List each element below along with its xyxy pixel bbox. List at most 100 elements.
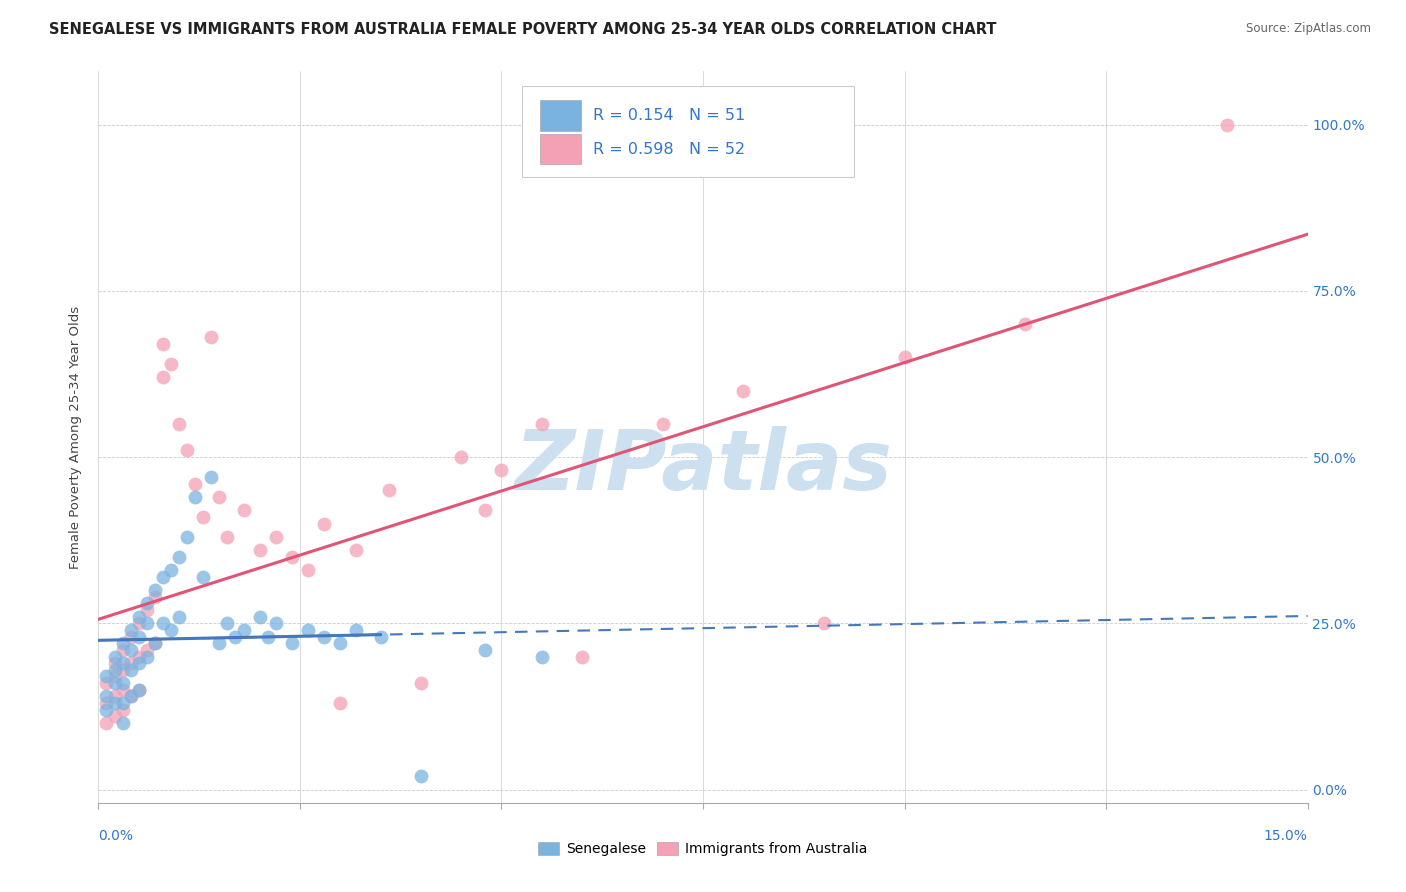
Point (103, 690, 125, 704)
Point (103, 676, 125, 690)
Point (143, 590, 166, 604)
Point (96, 690, 118, 704)
Point (96, 703, 118, 717)
Point (217, 530, 239, 544)
Point (160, 357, 183, 371)
Point (409, 676, 432, 690)
Point (128, 609, 150, 624)
Point (120, 643, 142, 657)
FancyBboxPatch shape (540, 134, 581, 164)
Point (193, 570, 215, 584)
Point (184, 476, 207, 491)
Point (200, 330, 222, 344)
Point (571, 649, 593, 664)
Point (111, 636, 134, 650)
Point (152, 370, 174, 384)
Point (143, 582, 166, 597)
Point (103, 669, 125, 683)
Point (314, 516, 336, 531)
Y-axis label: Female Poverty Among 25-34 Year Olds: Female Poverty Among 25-34 Year Olds (69, 306, 83, 568)
Point (208, 490, 231, 504)
Point (111, 676, 134, 690)
Point (103, 656, 125, 670)
Point (96, 676, 118, 690)
Point (128, 682, 150, 697)
Point (193, 509, 215, 524)
Point (733, 384, 755, 398)
Point (224, 630, 246, 644)
Point (297, 623, 319, 637)
Text: SENEGALESE VS IMMIGRANTS FROM AUSTRALIA FEMALE POVERTY AMONG 25-34 YEAR OLDS COR: SENEGALESE VS IMMIGRANTS FROM AUSTRALIA … (49, 22, 997, 37)
Point (120, 656, 142, 670)
Point (96, 696, 118, 710)
Point (128, 682, 150, 697)
FancyBboxPatch shape (540, 100, 581, 130)
Text: R = 0.154   N = 51: R = 0.154 N = 51 (593, 108, 745, 123)
Text: 0.0%: 0.0% (98, 830, 134, 844)
Point (120, 663, 142, 677)
Point (128, 630, 150, 644)
Point (128, 616, 150, 631)
Point (96, 716, 118, 731)
Point (329, 636, 352, 650)
Point (111, 682, 134, 697)
Point (135, 643, 157, 657)
Point (281, 636, 304, 650)
Point (200, 470, 222, 484)
Point (135, 603, 157, 617)
Point (264, 530, 287, 544)
Point (111, 696, 134, 710)
Point (167, 609, 190, 624)
Point (111, 703, 134, 717)
Point (1216, 118, 1239, 132)
Point (167, 417, 190, 431)
Point (208, 636, 231, 650)
Point (249, 543, 271, 558)
Point (314, 630, 336, 644)
Point (232, 623, 254, 637)
Point (370, 630, 392, 644)
Point (530, 649, 553, 664)
Point (409, 769, 432, 783)
Point (530, 417, 553, 431)
Point (474, 643, 496, 657)
Point (167, 549, 190, 564)
Point (128, 656, 150, 670)
Point (344, 543, 367, 558)
Point (111, 643, 134, 657)
Point (120, 623, 142, 637)
Point (176, 530, 198, 544)
Point (813, 616, 835, 631)
Point (152, 337, 174, 351)
Point (143, 636, 166, 650)
Point (329, 696, 352, 710)
Point (152, 570, 174, 584)
Text: ZIPatlas: ZIPatlas (515, 425, 891, 507)
Point (1014, 317, 1036, 331)
Text: R = 0.598   N = 52: R = 0.598 N = 52 (593, 142, 745, 157)
Point (297, 563, 319, 577)
Point (103, 709, 125, 723)
Point (450, 450, 472, 464)
Point (232, 503, 254, 517)
Point (377, 483, 399, 498)
Point (128, 649, 150, 664)
Point (96, 669, 118, 683)
Point (491, 463, 513, 477)
Point (120, 690, 142, 704)
Point (184, 490, 207, 504)
Point (160, 623, 183, 637)
FancyBboxPatch shape (522, 86, 855, 178)
Point (256, 630, 278, 644)
Legend: Senegalese, Immigrants from Australia: Senegalese, Immigrants from Australia (533, 836, 873, 862)
Point (120, 630, 142, 644)
Point (176, 443, 198, 458)
Point (120, 690, 142, 704)
Point (103, 696, 125, 710)
Text: Source: ZipAtlas.com: Source: ZipAtlas.com (1246, 22, 1371, 36)
Point (111, 716, 134, 731)
Point (152, 616, 174, 631)
Text: 15.0%: 15.0% (1264, 830, 1308, 844)
Point (249, 609, 271, 624)
Point (893, 351, 915, 365)
